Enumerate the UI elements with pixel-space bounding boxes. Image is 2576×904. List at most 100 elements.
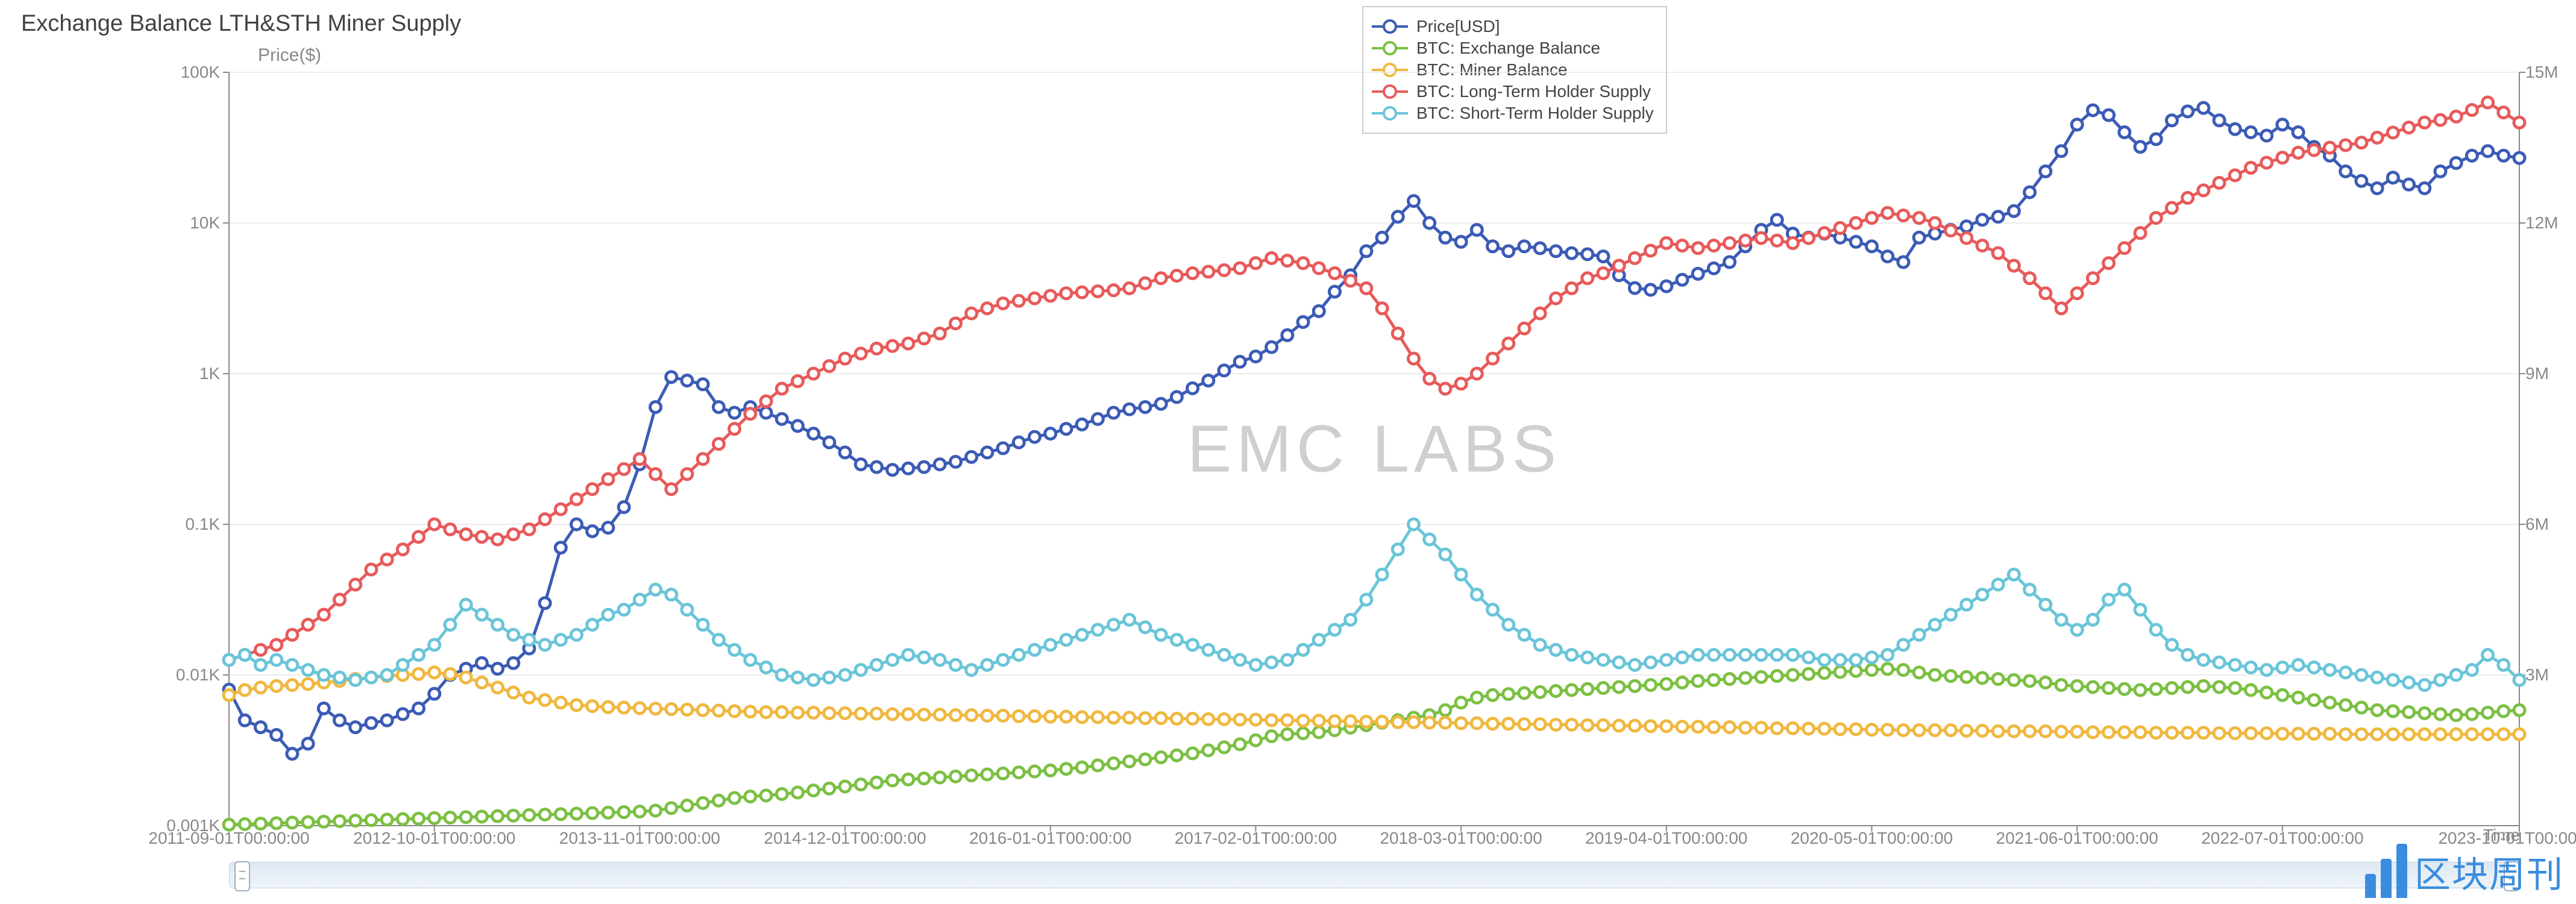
series-marker xyxy=(1076,287,1087,298)
series-marker xyxy=(618,502,629,513)
series-marker xyxy=(1487,718,1498,729)
series-marker xyxy=(1298,258,1308,269)
series-marker xyxy=(508,658,519,668)
series-marker xyxy=(350,815,361,826)
series-marker xyxy=(1708,674,1719,685)
series-marker xyxy=(1724,650,1735,661)
series-marker xyxy=(982,711,993,721)
series-marker xyxy=(1203,644,1214,655)
series-marker xyxy=(1946,671,1956,682)
series-marker xyxy=(366,815,377,826)
series-marker xyxy=(887,654,898,665)
series-marker xyxy=(239,715,250,726)
series-marker xyxy=(1977,240,1988,251)
series-marker xyxy=(445,524,456,535)
series-marker xyxy=(1803,723,1814,734)
series-marker xyxy=(761,662,771,673)
series-marker xyxy=(1029,711,1040,721)
series-marker xyxy=(1140,754,1151,765)
series-marker xyxy=(1692,650,1703,661)
series-marker xyxy=(697,379,708,390)
series-marker xyxy=(555,635,566,645)
series-marker xyxy=(1329,624,1340,635)
series-marker xyxy=(571,700,582,711)
series-marker xyxy=(1535,639,1545,650)
series-marker xyxy=(476,532,487,542)
y-left-tick-label: 0.1K xyxy=(148,515,220,534)
series-marker xyxy=(1661,654,1672,665)
series-marker xyxy=(1613,657,1624,668)
series-marker xyxy=(429,519,440,530)
series-marker xyxy=(1124,712,1135,723)
series-marker xyxy=(2466,709,2477,720)
series-marker xyxy=(1850,236,1861,247)
series-marker xyxy=(1392,212,1403,222)
series-marker xyxy=(903,650,914,661)
series-marker xyxy=(650,469,661,480)
series-marker xyxy=(1234,739,1245,750)
series-marker xyxy=(966,665,977,676)
series-marker xyxy=(2514,117,2525,128)
series-marker xyxy=(1029,766,1040,777)
series-marker xyxy=(745,409,756,419)
series-marker xyxy=(2483,729,2493,739)
series-marker xyxy=(1803,668,1814,679)
series-marker xyxy=(1329,286,1340,297)
legend-item[interactable]: Price[USD] xyxy=(1372,17,1654,36)
series-marker xyxy=(1898,639,1909,650)
series-marker xyxy=(808,708,819,718)
series-marker xyxy=(1629,659,1640,670)
series-marker xyxy=(2419,117,2430,128)
x-tick-label: 2016-01-01T00:00:00 xyxy=(969,829,1131,848)
series-marker xyxy=(2498,729,2509,739)
series-marker xyxy=(2387,127,2398,138)
series-marker xyxy=(1914,629,1924,640)
series-marker xyxy=(1550,246,1561,257)
series-marker xyxy=(2025,676,2035,686)
series-marker xyxy=(492,534,503,545)
series-marker xyxy=(634,806,645,817)
series-marker xyxy=(2404,729,2414,739)
series-marker xyxy=(1867,213,1877,224)
legend-item[interactable]: BTC: Exchange Balance xyxy=(1372,39,1654,58)
time-range-brush[interactable] xyxy=(229,862,2521,888)
series-marker xyxy=(524,635,535,645)
x-tick-label: 2021-06-01T00:00:00 xyxy=(1996,829,2158,848)
series-marker xyxy=(1566,248,1577,259)
y-left-tick-label: 0.01K xyxy=(148,665,220,685)
series-marker xyxy=(303,620,313,630)
series-marker xyxy=(1045,428,1056,439)
series-marker xyxy=(2150,683,2161,694)
series-marker xyxy=(1882,207,1893,218)
series-marker xyxy=(318,609,329,620)
series-marker xyxy=(1298,316,1308,327)
series-marker xyxy=(2451,710,2461,721)
series-marker xyxy=(287,817,298,828)
series-marker xyxy=(587,526,598,536)
series-marker xyxy=(1535,243,1545,254)
series-marker xyxy=(934,709,945,720)
y-left-axis-title: Price($) xyxy=(258,45,321,66)
series-marker xyxy=(2419,729,2430,739)
brush-handle-left[interactable] xyxy=(234,861,250,891)
series-marker xyxy=(1250,735,1261,745)
series-marker xyxy=(713,401,724,412)
y-right-tick-label: 9M xyxy=(2525,364,2549,383)
series-marker xyxy=(1424,534,1435,545)
series-marker xyxy=(2119,127,2130,137)
series-marker xyxy=(2119,584,2130,595)
series-marker xyxy=(2245,127,2256,137)
legend-label: Price[USD] xyxy=(1416,17,1500,36)
series-marker xyxy=(476,609,487,620)
series-marker xyxy=(1756,671,1767,682)
chart-svg xyxy=(229,72,2519,826)
series-marker xyxy=(1234,356,1245,367)
series-marker xyxy=(1550,293,1561,304)
series-marker xyxy=(1361,283,1372,293)
series-marker xyxy=(1250,258,1261,269)
chart-title: Exchange Balance LTH&STH Miner Supply xyxy=(21,11,461,37)
series-marker xyxy=(729,407,740,418)
series-marker xyxy=(761,790,771,801)
series-marker xyxy=(1266,342,1277,353)
series-marker xyxy=(776,789,787,800)
